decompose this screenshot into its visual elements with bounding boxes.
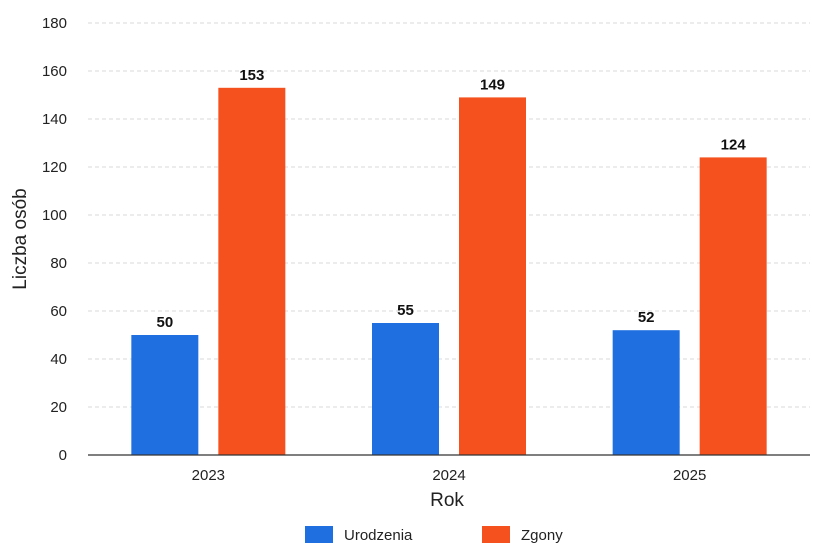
legend-label: Urodzenia xyxy=(344,527,413,543)
x-axis-title: Rok xyxy=(430,490,464,511)
x-axis-ticks: 2023 2024 2025 xyxy=(192,467,707,484)
data-label: 124 xyxy=(721,136,747,153)
y-axis-title: Liczba osób xyxy=(10,188,31,289)
data-label: 55 xyxy=(397,302,414,319)
grid-lines xyxy=(88,22,810,408)
y-tick-label: 120 xyxy=(42,159,67,176)
y-tick-label: 180 xyxy=(42,15,67,32)
y-tick-label: 0 xyxy=(59,447,67,464)
data-label: 52 xyxy=(638,309,655,326)
y-tick-label: 60 xyxy=(50,303,67,320)
y-tick-label: 80 xyxy=(50,255,67,272)
legend: Urodzenia Zgony xyxy=(305,526,563,543)
bar-zgony-2025 xyxy=(699,157,767,455)
legend-label: Zgony xyxy=(521,527,563,543)
legend-swatch-zgony xyxy=(482,526,510,543)
bar-zgony-2023 xyxy=(218,87,286,456)
data-labels: 50 153 55 149 52 124 xyxy=(156,67,746,331)
x-tick-label: 2024 xyxy=(432,467,465,484)
x-tick-label: 2023 xyxy=(192,467,225,484)
bar-zgony-2024 xyxy=(459,97,526,456)
legend-swatch-urodzenia xyxy=(305,526,333,543)
bar-urodzenia-2024 xyxy=(372,323,439,455)
y-tick-label: 40 xyxy=(50,351,67,368)
bar-urodzenia-2023 xyxy=(131,335,199,455)
data-label: 50 xyxy=(156,314,173,331)
y-axis-ticks: 0 20 40 60 80 100 120 140 160 180 xyxy=(42,15,67,464)
bars xyxy=(131,87,767,456)
data-label: 149 xyxy=(480,76,505,93)
x-tick-label: 2025 xyxy=(673,467,706,484)
y-tick-label: 20 xyxy=(50,399,67,416)
y-tick-label: 140 xyxy=(42,111,67,128)
bar-urodzenia-2025 xyxy=(612,330,680,455)
data-label: 153 xyxy=(239,67,264,84)
y-tick-label: 160 xyxy=(42,63,67,80)
y-tick-label: 100 xyxy=(42,207,67,224)
